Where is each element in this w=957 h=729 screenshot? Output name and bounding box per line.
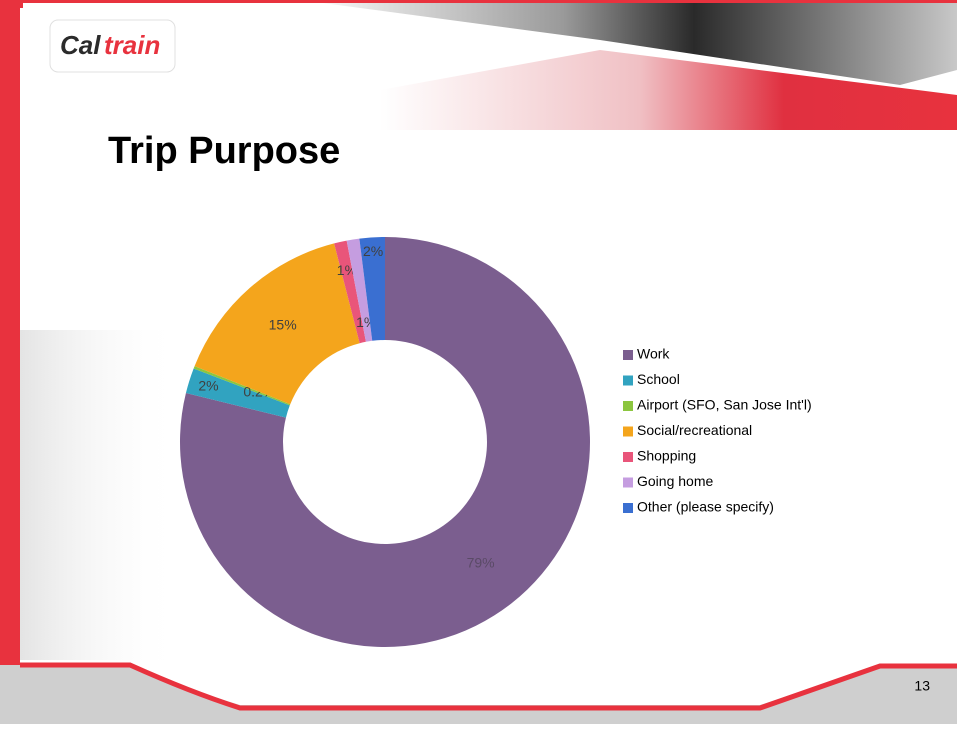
legend-swatch bbox=[623, 376, 633, 386]
legend-label: Going home bbox=[637, 473, 713, 489]
page: Cal train Trip Purpose 13 79%2%0.2%15%1%… bbox=[0, 0, 957, 724]
slide: Cal train Trip Purpose 13 79%2%0.2%15%1%… bbox=[0, 0, 957, 724]
logo-train: train bbox=[104, 30, 160, 60]
legend-label: Social/recreational bbox=[637, 422, 752, 438]
data-label: 2% bbox=[198, 377, 218, 393]
data-label: 2% bbox=[363, 243, 383, 259]
legend-label: Other (please specify) bbox=[637, 499, 774, 515]
legend-label: School bbox=[637, 371, 680, 387]
left-stripe bbox=[0, 0, 20, 724]
logo-cal: Cal bbox=[60, 30, 101, 60]
data-label: 79% bbox=[467, 555, 495, 571]
slide-title: Trip Purpose bbox=[108, 130, 340, 172]
train-shade bbox=[20, 330, 180, 660]
legend-swatch bbox=[623, 350, 633, 360]
legend-swatch bbox=[623, 427, 633, 437]
data-label: 15% bbox=[269, 316, 297, 332]
legend-label: Work bbox=[637, 346, 670, 362]
page-number: 13 bbox=[914, 678, 930, 694]
legend-swatch bbox=[623, 503, 633, 513]
legend-label: Shopping bbox=[637, 448, 696, 464]
legend-label: Airport (SFO, San Jose Int'l) bbox=[637, 397, 812, 413]
legend-swatch bbox=[623, 478, 633, 488]
legend-swatch bbox=[623, 452, 633, 462]
legend-swatch bbox=[623, 401, 633, 411]
